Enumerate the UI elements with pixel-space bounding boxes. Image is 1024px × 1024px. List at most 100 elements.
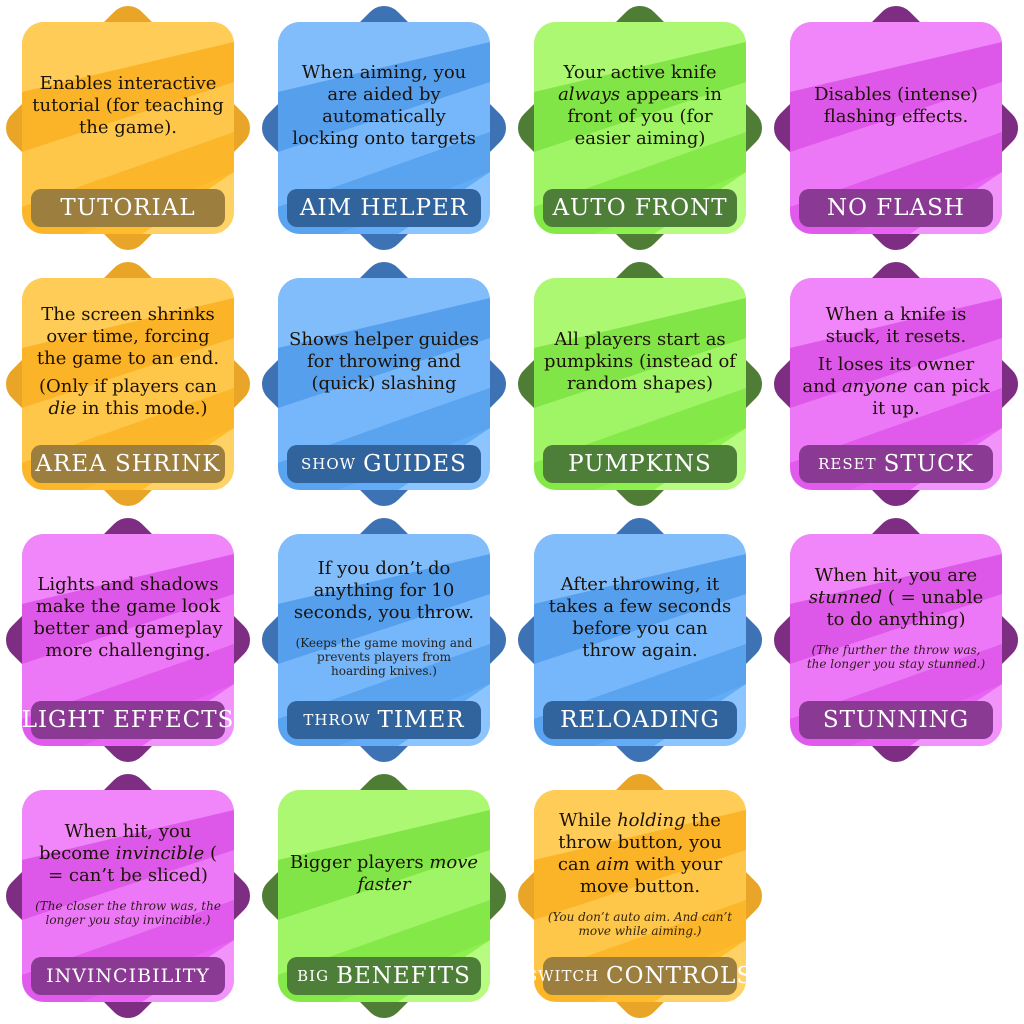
title-text: Area Shrink (35, 451, 221, 477)
card-no-flash[interactable]: Disables (intense) flashing effects. No F… (768, 0, 1024, 256)
card-title-label: Auto Front (543, 189, 737, 227)
card-reset-stuck[interactable]: When a knife is stuck, it resets. It lose… (768, 256, 1024, 512)
card-pumpkins[interactable]: All players start as pumpkins (instead o… (512, 256, 768, 512)
description-paragraph: Shows helper guides for throwing and (qu… (288, 329, 480, 395)
description-paragraph: Lights and shadows make the game look be… (32, 574, 224, 662)
card-description: When hit, you become invincible ( = can’… (32, 804, 224, 944)
card-area-shrink[interactable]: The screen shrinks over time, forcing th… (0, 256, 256, 512)
card-face: Shows helper guides for throwing and (qu… (278, 278, 490, 490)
card-auto-front[interactable]: Your active knife always appears in fron… (512, 0, 768, 256)
card-show-guides[interactable]: Shows helper guides for throwing and (qu… (256, 256, 512, 512)
card-face: Your active knife always appears in fron… (534, 22, 746, 234)
description-paragraph: It loses its owner and anyone can pick i… (800, 354, 992, 420)
title-text: Tutorial (60, 195, 196, 221)
card-title-label: Aim Helper (287, 189, 481, 227)
emphasis-text: die (48, 398, 77, 419)
description-text: Lights and shadows make the game look be… (33, 574, 223, 661)
description-text: All players start as pumpkins (instead o… (544, 329, 736, 394)
emphasis-text: anyone (841, 376, 908, 397)
card-big-benefits[interactable]: Bigger players move faster big Benefits (256, 768, 512, 1024)
title-text: Aim Helper (299, 195, 469, 221)
card-face: Bigger players move faster big Benefits (278, 790, 490, 1002)
card-invincibility[interactable]: When hit, you become invincible ( = can’… (0, 768, 256, 1024)
card-title-label: Light Effects (22, 701, 233, 739)
card-face: If you don’t do anything for 10 seconds,… (278, 534, 490, 746)
card-title-label: Tutorial (31, 189, 225, 227)
description-paragraph: (Only if players can die in this mode.) (32, 376, 224, 420)
card-title-label: reset Stuck (799, 445, 993, 483)
description-paragraph: Bigger players move faster (288, 852, 480, 896)
title-text: Reloading (560, 707, 720, 733)
title-text: Controls (606, 963, 746, 989)
card-stripes (790, 22, 1002, 234)
card-description: If you don’t do anything for 10 seconds,… (288, 548, 480, 688)
card-title-label: Pumpkins (543, 445, 737, 483)
card-light-effects[interactable]: Lights and shadows make the game look be… (0, 512, 256, 768)
card-tutorial[interactable]: Enables interactive tutorial (for teachi… (0, 0, 256, 256)
title-text: Light Effects (22, 707, 234, 733)
card-footnote: (You don’t auto aim. And can’t move whil… (547, 910, 733, 938)
card-description: Lights and shadows make the game look be… (32, 548, 224, 688)
description-text: When hit, you are (814, 565, 978, 586)
card-title-label: Area Shrink (31, 445, 225, 483)
title-text: Stunning (822, 707, 970, 733)
card-switch-controls[interactable]: While holding the throw button, you can … (512, 768, 768, 1024)
description-paragraph: When hit, you are stunned ( = unable to … (800, 565, 992, 631)
description-paragraph: When hit, you become invincible ( = can’… (32, 821, 224, 887)
card-reloading[interactable]: After throwing, it takes a few seconds b… (512, 512, 768, 768)
description-text: the throw button, you can (557, 810, 722, 875)
card-description: Your active knife always appears in fron… (544, 36, 736, 176)
description-text: appears in front of you (for easier aimi… (567, 84, 722, 149)
title-text: Stuck (883, 451, 974, 477)
description-paragraph: Your active knife always appears in fron… (544, 62, 736, 150)
card-stunning[interactable]: When hit, you are stunned ( = unable to … (768, 512, 1024, 768)
title-prefix: show (301, 455, 357, 473)
title-text: Timer (377, 707, 465, 733)
card-footnote: (Keeps the game moving and prevents play… (295, 636, 473, 678)
description-paragraph: While holding the throw button, you can … (544, 810, 736, 898)
description-text: If you don’t do anything for 10 seconds,… (293, 558, 475, 623)
card-throw-timer[interactable]: If you don’t do anything for 10 seconds,… (256, 512, 512, 768)
card-stripes (790, 278, 1002, 490)
card-title-label: throw Timer (287, 701, 481, 739)
card-aim-helper[interactable]: When aiming, you are aided by automatica… (256, 0, 512, 256)
card-description: After throwing, it takes a few seconds b… (544, 548, 736, 688)
description-paragraph: When aiming, you are aided by automatica… (288, 62, 480, 150)
card-face: While holding the throw button, you can … (534, 790, 746, 1002)
description-text: While (559, 810, 618, 831)
emphasis-text: invincible (115, 843, 205, 864)
description-paragraph: If you don’t do anything for 10 seconds,… (288, 558, 480, 624)
card-description: Enables interactive tutorial (for teachi… (32, 36, 224, 176)
card-description: All players start as pumpkins (instead o… (544, 292, 736, 432)
card-title-label: show Guides (287, 445, 481, 483)
description-text: Your active knife (563, 62, 717, 83)
emphasis-text: holding (617, 810, 686, 831)
title-text: Guides (363, 451, 467, 477)
card-face: When aiming, you are aided by automatica… (278, 22, 490, 234)
description-paragraph: After throwing, it takes a few seconds b… (544, 574, 736, 662)
card-footnote: (The closer the throw was, the longer yo… (35, 899, 221, 927)
description-text: (Only if players can (39, 376, 217, 397)
card-face: When hit, you become invincible ( = can’… (22, 790, 234, 1002)
card-face: Enables interactive tutorial (for teachi… (22, 22, 234, 234)
card-title-label: No Flash (799, 189, 993, 227)
title-prefix: switch (534, 967, 600, 985)
card-description: When a knife is stuck, it resets. It lose… (800, 292, 992, 432)
description-paragraph: Disables (intense) flashing effects. (800, 84, 992, 128)
card-face: All players start as pumpkins (instead o… (534, 278, 746, 490)
description-text: ( = unable to do anything) (826, 587, 984, 630)
title-prefix: throw (303, 711, 371, 729)
card-face: Lights and shadows make the game look be… (22, 534, 234, 746)
title-text: Invincibility (46, 965, 210, 987)
card-description: Disables (intense) flashing effects. (800, 36, 992, 176)
card-stripes (22, 278, 234, 490)
card-face: The screen shrinks over time, forcing th… (22, 278, 234, 490)
card-face: When hit, you are stunned ( = unable to … (790, 534, 1002, 746)
description-paragraph: When a knife is stuck, it resets. (800, 304, 992, 348)
emphasis-text: aim (595, 854, 630, 875)
description-text: in this mode.) (76, 398, 208, 419)
description-text: Bigger players (289, 852, 430, 873)
card-title-label: big Benefits (287, 957, 481, 995)
card-title-label: Invincibility (31, 957, 225, 995)
